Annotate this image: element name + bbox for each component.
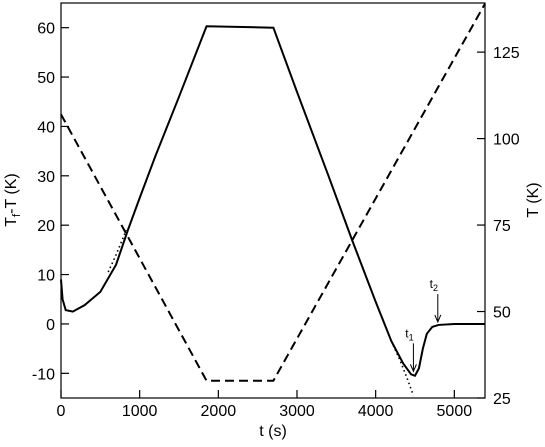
x-tick-label: 1000 (122, 403, 158, 420)
annotation-arrow (434, 293, 442, 324)
y2-tick-label: 125 (493, 45, 520, 62)
y-label-rest: -T (K) (3, 173, 20, 214)
y-tick-label: 20 (37, 218, 55, 235)
annotation-label: t2 (430, 277, 438, 293)
y-tick-label: 0 (46, 317, 55, 334)
y-tick-label: 10 (37, 268, 55, 285)
x-tick-label: 0 (57, 403, 66, 420)
y2-tick-label: 50 (493, 305, 511, 322)
y2-tick-label: 100 (493, 132, 520, 149)
y-axis-label: Tf-T (K) (3, 173, 23, 226)
annotation-sub: 2 (433, 283, 438, 293)
y-tick-label: 60 (37, 21, 55, 38)
y-tick-label: 50 (37, 70, 55, 87)
x-tick-label: 3000 (279, 403, 315, 420)
x-tick-label: 2000 (201, 403, 237, 420)
series-line (60, 3, 486, 382)
y-label-main: T (3, 217, 20, 227)
annotation-text: t (405, 326, 409, 340)
y-tick-label: 40 (37, 119, 55, 136)
y2-tick-label: 75 (493, 218, 511, 235)
x-axis-label: t (s) (259, 423, 287, 440)
annotation-arrow (409, 343, 417, 373)
x-tick-label: 5000 (437, 403, 473, 420)
y-label-sub: f (11, 213, 23, 217)
y2-tick-label: 25 (493, 391, 511, 408)
y2-axis-label: T (K) (525, 182, 542, 217)
annotation-sub: 1 (409, 332, 414, 342)
annotation-label: t1 (405, 326, 413, 342)
series-line (60, 25, 485, 378)
y-tick-label: 30 (37, 169, 55, 186)
x-tick-label: 4000 (358, 403, 394, 420)
series-line (107, 229, 128, 273)
plot-frame (60, 2, 486, 399)
y-tick-label: -10 (32, 366, 55, 383)
annotation-text: t (430, 277, 434, 291)
series-line (390, 340, 415, 396)
